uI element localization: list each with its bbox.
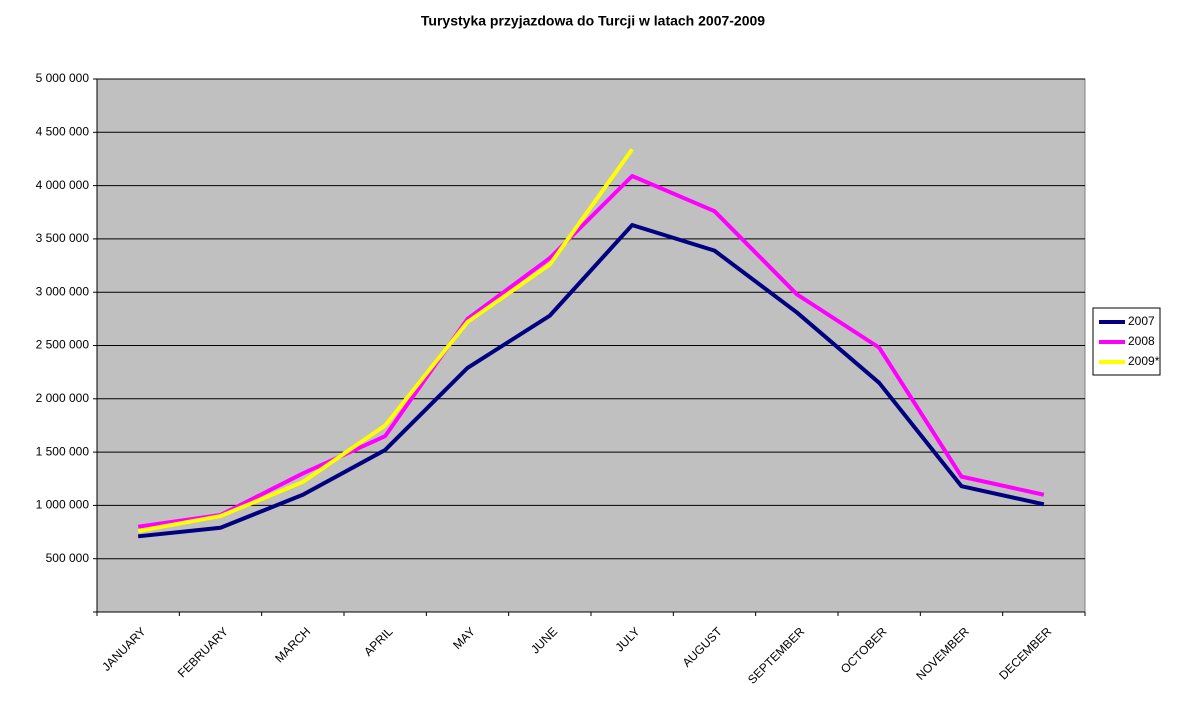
legend-label: 2008: [1128, 334, 1155, 348]
x-tick-label: JULY: [613, 624, 643, 654]
x-tick-label: FEBRUARY: [175, 624, 231, 680]
x-tick-label: MARCH: [272, 624, 313, 665]
y-tick-label: 3 000 000: [36, 284, 90, 298]
x-tick-label: APRIL: [361, 624, 396, 659]
x-tick-label: JUNE: [528, 624, 560, 656]
x-tick-label: MAY: [450, 624, 478, 652]
legend-label: 2009*: [1128, 354, 1160, 368]
series-line: [137, 223, 1045, 539]
y-tick-label: 4 500 000: [36, 124, 90, 138]
series-line: [137, 174, 1045, 529]
x-tick-label: SEPTEMBER: [745, 624, 807, 686]
chart-title: Turystyka przyjazdowa do Turcji w latach…: [421, 13, 765, 29]
series-line: [137, 148, 634, 533]
y-tick-label: 5 000 000: [36, 71, 90, 85]
x-tick-label: OCTOBER: [838, 624, 890, 676]
x-tick-label: NOVEMBER: [913, 624, 972, 683]
y-tick-label: 2 500 000: [36, 338, 90, 352]
y-tick-label: 4 000 000: [36, 178, 90, 192]
y-tick-label: 500 000: [46, 551, 90, 565]
y-tick-label: 2 000 000: [36, 391, 90, 405]
y-tick-label: 3 500 000: [36, 231, 90, 245]
x-tick-label: DECEMBER: [996, 624, 1054, 682]
legend-label: 2007: [1128, 314, 1155, 328]
y-tick-label: 1 000 000: [36, 498, 90, 512]
y-tick-label: 1 500 000: [36, 444, 90, 458]
x-tick-label: JANUARY: [99, 624, 148, 673]
x-tick-label: AUGUST: [680, 624, 726, 670]
